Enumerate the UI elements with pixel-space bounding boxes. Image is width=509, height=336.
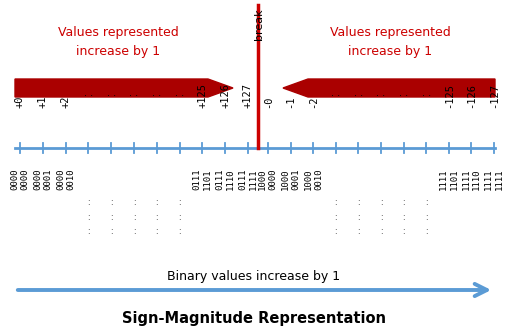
Text: · ·: · ·	[421, 91, 430, 101]
Text: :
:
:: : : :	[178, 198, 181, 236]
Text: 0000
0000: 0000 0000	[10, 168, 30, 190]
Text: -127: -127	[488, 83, 498, 108]
Text: Values represented
increase by 1: Values represented increase by 1	[58, 26, 178, 58]
Text: · ·: · ·	[353, 91, 362, 101]
Text: 0000
0010: 0000 0010	[56, 168, 75, 190]
Text: 0000
0001: 0000 0001	[33, 168, 52, 190]
Text: :
:
:: : : :	[424, 198, 427, 236]
Text: 0111
1101: 0111 1101	[192, 168, 212, 190]
Text: +1: +1	[38, 95, 48, 108]
Text: :
:
:: : : :	[87, 198, 90, 236]
Text: +126: +126	[220, 83, 230, 108]
Text: -1: -1	[285, 95, 295, 108]
Text: 0111
1110: 0111 1110	[215, 168, 235, 190]
Text: 1111
1101: 1111 1101	[438, 168, 458, 190]
Text: Binary values increase by 1: Binary values increase by 1	[167, 270, 340, 283]
FancyArrow shape	[15, 79, 233, 97]
Text: · ·: · ·	[175, 91, 184, 101]
Text: Values represented
increase by 1: Values represented increase by 1	[329, 26, 449, 58]
Text: 1000
0001: 1000 0001	[280, 168, 300, 190]
Text: · ·: · ·	[152, 91, 161, 101]
Text: :
:
:: : : :	[402, 198, 404, 236]
Text: · ·: · ·	[376, 91, 385, 101]
Text: :
:
:: : : :	[110, 198, 112, 236]
Text: 1111
1110: 1111 1110	[461, 168, 480, 190]
Text: 0111
1111: 0111 1111	[238, 168, 257, 190]
Text: 1000
0000: 1000 0000	[258, 168, 277, 190]
Text: :
:
:: : : :	[334, 198, 336, 236]
Text: +125: +125	[197, 83, 207, 108]
Text: :
:
:: : : :	[379, 198, 382, 236]
Text: -126: -126	[466, 83, 475, 108]
Text: :
:
:: : : :	[356, 198, 359, 236]
Text: 1111
1111: 1111 1111	[484, 168, 503, 190]
Text: · ·: · ·	[83, 91, 93, 101]
FancyArrow shape	[282, 79, 494, 97]
Text: -125: -125	[443, 83, 453, 108]
Text: :
:
:: : : :	[155, 198, 158, 236]
Text: -0: -0	[263, 95, 272, 108]
Text: Sign-Magnitude Representation: Sign-Magnitude Representation	[122, 310, 385, 326]
Text: -2: -2	[307, 95, 318, 108]
Text: · ·: · ·	[106, 91, 116, 101]
Text: :
:
:: : : :	[132, 198, 135, 236]
Text: · ·: · ·	[129, 91, 138, 101]
Text: +2: +2	[61, 95, 70, 108]
Text: · ·: · ·	[398, 91, 407, 101]
Text: · ·: · ·	[330, 91, 340, 101]
Text: +127: +127	[242, 83, 252, 108]
Text: break: break	[253, 8, 264, 40]
Text: 1000
0010: 1000 0010	[303, 168, 322, 190]
Text: +0: +0	[15, 95, 25, 108]
